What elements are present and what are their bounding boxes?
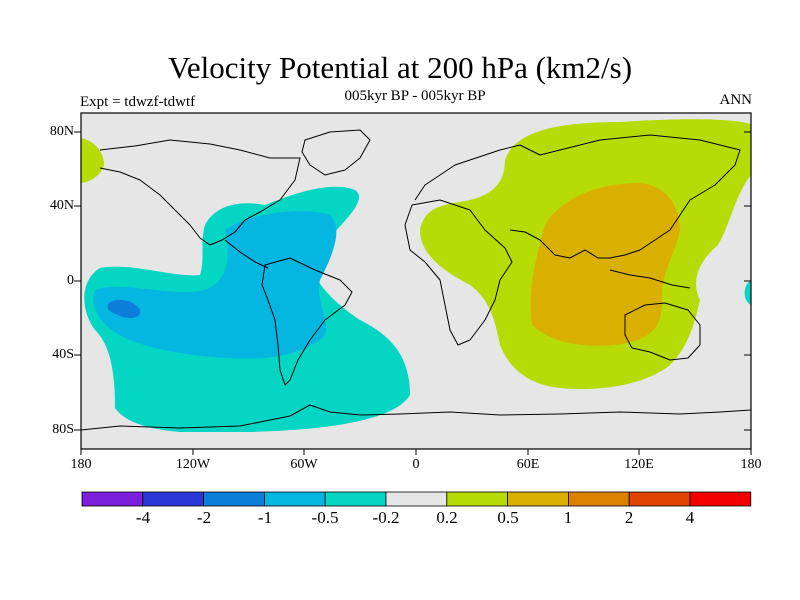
map-bottom-band xyxy=(81,432,751,449)
x-tick-label: 60W xyxy=(290,457,318,472)
colorbar-swatch xyxy=(203,491,265,507)
coast-antarctica xyxy=(81,404,751,431)
coast-north-america xyxy=(99,139,301,246)
colorbar-swatch xyxy=(568,491,630,507)
colorbar-swatch xyxy=(689,491,752,507)
colorbar-swatch xyxy=(263,491,326,507)
x-tick-label: 120W xyxy=(175,457,211,472)
colorbar-label: -0.5 xyxy=(311,508,339,527)
x-tick-label: 180 xyxy=(740,457,762,472)
colorbar-swatch xyxy=(507,491,569,507)
colorbar-label: -4 xyxy=(135,508,151,527)
colorbar-swatch xyxy=(446,491,508,507)
x-tick-label: 60E xyxy=(516,457,540,472)
coast-asia xyxy=(509,134,741,259)
map-title: Velocity Potential at 200 hPa (km2/s) xyxy=(167,50,633,85)
negative-weak-edge-east xyxy=(744,280,751,305)
colorbar-label: 1 xyxy=(563,508,573,527)
coastlines xyxy=(81,129,751,431)
coast-europe xyxy=(414,144,541,201)
map-area xyxy=(81,113,751,449)
map-subtitle: 005kyr BP - 005kyr BP xyxy=(344,88,486,104)
x-tick-label: 120E xyxy=(624,457,654,472)
coast-africa xyxy=(404,199,513,346)
coast-indonesia xyxy=(609,269,691,289)
colorbar-label: -1 xyxy=(257,508,273,527)
positive-weak-edge-west xyxy=(81,138,104,183)
negative-strong-region xyxy=(107,299,141,318)
colorbar-label: 4 xyxy=(685,508,695,527)
positive-mid-region xyxy=(530,183,680,346)
coast-central-america xyxy=(224,239,269,269)
x-tick-label: 0 xyxy=(412,457,420,472)
colorbar-label: 2 xyxy=(624,508,634,527)
y-tick-label: 40N xyxy=(49,198,74,213)
x-tick-label: 180 xyxy=(70,457,92,472)
colorbar-swatch xyxy=(142,491,205,507)
y-tick-label: 0 xyxy=(67,273,74,288)
coast-australia xyxy=(624,302,701,361)
colorbar-label: -0.2 xyxy=(372,508,400,527)
colorbar-swatch xyxy=(385,491,448,507)
axis-ticks xyxy=(74,131,752,455)
colorbar-swatch xyxy=(628,491,691,507)
coast-south-america xyxy=(261,257,353,386)
y-tick-label: 80S xyxy=(52,422,74,437)
colorbar-swatch xyxy=(324,491,387,507)
colorbar-label: 0.5 xyxy=(497,508,519,527)
colorbar xyxy=(81,491,752,507)
y-tick-label: 40S xyxy=(52,347,74,362)
y-tick-label: 80N xyxy=(49,124,74,139)
season-label: ANN xyxy=(719,92,753,108)
colorbar-label: -2 xyxy=(196,508,212,527)
colorbar-label: 0.2 xyxy=(436,508,458,527)
experiment-label: Expt = tdwzf-tdwtf xyxy=(80,94,196,110)
coast-greenland xyxy=(301,129,371,176)
colorbar-swatch xyxy=(81,491,144,507)
